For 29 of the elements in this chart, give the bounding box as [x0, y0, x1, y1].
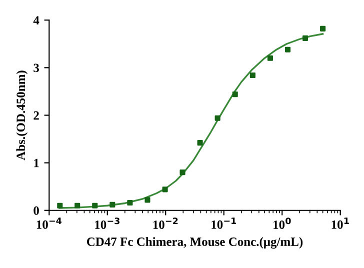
point	[180, 170, 186, 176]
point	[57, 202, 63, 208]
y-tick-label: 0	[34, 206, 39, 215]
x-tick-label: 10$^{−1}$	[212, 218, 236, 229]
point	[197, 140, 203, 146]
y-tick-label: 3	[34, 64, 39, 72]
y-tick-label: 4	[33, 16, 40, 24]
x-axis-title: CD47 Fc Chimera, Mouse Conc.(μg/mL)	[86, 237, 303, 249]
point	[320, 26, 326, 32]
point	[74, 202, 80, 208]
point	[127, 200, 133, 206]
x-tick-label: 10$^{1}$	[332, 218, 349, 229]
point	[232, 92, 238, 98]
point	[284, 46, 291, 52]
point	[162, 186, 168, 192]
point	[144, 197, 150, 203]
x-tick-label: 10$^{−2}$	[153, 218, 178, 229]
point	[110, 202, 116, 208]
x-tick-label: 10$^{0}$	[274, 218, 291, 229]
point	[250, 72, 256, 78]
y-tick-label: 1	[34, 158, 39, 168]
point	[302, 35, 308, 41]
point	[214, 115, 220, 121]
point	[267, 55, 273, 61]
x-tick-label: 10$^{−4}$	[36, 218, 62, 229]
y-axis-title: Abs.(OD.450nm)	[16, 70, 28, 160]
y-tick-label: 2	[34, 111, 39, 120]
point	[92, 202, 98, 208]
x-tick-label: 10$^{−3}$	[95, 218, 120, 229]
